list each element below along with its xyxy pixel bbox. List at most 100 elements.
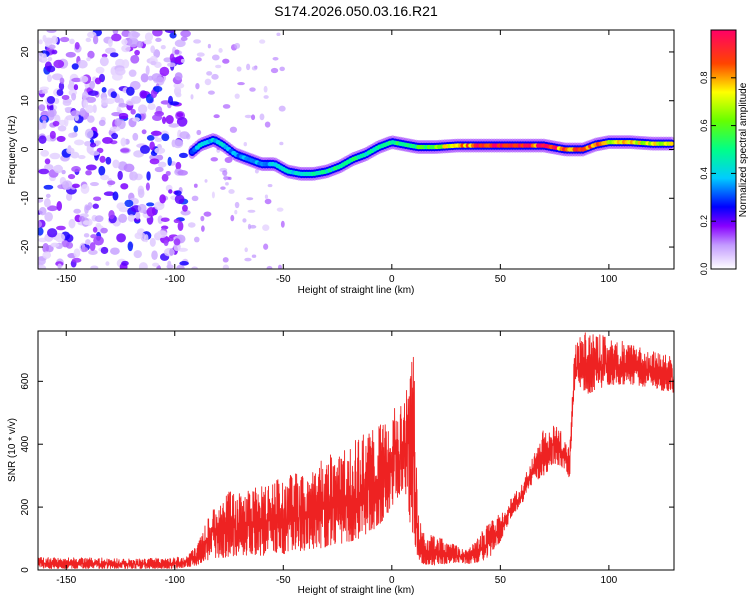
heatmap-noise-blob bbox=[228, 176, 232, 181]
heatmap-noise-blob bbox=[87, 50, 95, 59]
heatmap-noise-blob bbox=[179, 261, 189, 266]
heatmap-noise-blob bbox=[223, 174, 227, 181]
heatmap-xtick-label: 0 bbox=[389, 274, 395, 285]
heatmap-noise-blob bbox=[126, 86, 135, 96]
heatmap-noise-blob bbox=[42, 88, 48, 94]
heatmap-noise-blob bbox=[206, 71, 213, 76]
heatmap-noise-blob bbox=[276, 207, 284, 212]
heatmap-noise-blob bbox=[118, 103, 128, 108]
heatmap-noise-blob bbox=[129, 171, 134, 181]
heatmap-noise-blob bbox=[167, 260, 172, 268]
heatmap-noise-blob bbox=[163, 57, 172, 63]
snr-y-axis-label: SNR (10 * v/v) bbox=[7, 418, 18, 482]
heatmap-noise-blob bbox=[152, 30, 163, 37]
heatmap-noise-blob bbox=[247, 223, 252, 230]
heatmap-noise-blob bbox=[180, 58, 185, 63]
heatmap-noise-blob bbox=[38, 264, 47, 269]
heatmap-noise-blob bbox=[220, 186, 226, 190]
colorbar-label: Normalized spectral amplitude bbox=[738, 82, 749, 217]
heatmap-noise-blob bbox=[254, 168, 259, 174]
heatmap-noise-blob bbox=[152, 114, 163, 122]
heatmap-noise-blob bbox=[133, 250, 142, 259]
heatmap-noise-blob bbox=[160, 44, 166, 50]
heatmap-noise-blob bbox=[83, 233, 90, 238]
heatmap-noise-blob bbox=[138, 262, 148, 269]
heatmap-noise-blob bbox=[153, 49, 161, 58]
heatmap-noise-blob bbox=[196, 52, 205, 57]
heatmap-noise-blob bbox=[111, 33, 122, 42]
heatmap-noise-blob bbox=[120, 148, 130, 153]
heatmap-noise-blob bbox=[105, 156, 112, 165]
heatmap-noise-blob bbox=[222, 257, 229, 263]
heatmap-noise-blob bbox=[234, 42, 241, 49]
heatmap-noise-blob bbox=[120, 183, 129, 190]
heatmap-noise-blob bbox=[103, 191, 115, 197]
heatmap-noise-blob bbox=[95, 66, 105, 74]
heatmap-noise-blob bbox=[87, 90, 99, 96]
heatmap-noise-blob bbox=[204, 179, 208, 183]
heatmap-noise-blob bbox=[85, 239, 91, 245]
snr-xtick-label: -150 bbox=[56, 575, 76, 586]
heatmap-noise-blob bbox=[150, 60, 157, 66]
heatmap-noise-blob bbox=[135, 211, 141, 220]
heatmap-noise-blob bbox=[149, 141, 155, 151]
heatmap-noise-blob bbox=[49, 152, 61, 160]
heatmap-noise-blob bbox=[71, 166, 81, 173]
heatmap-noise-blob bbox=[144, 234, 149, 243]
colorbar-tick-label: 0.6 bbox=[699, 119, 709, 132]
heatmap-noise-blob bbox=[244, 257, 252, 262]
heatmap-noise-blob bbox=[168, 189, 173, 194]
heatmap-noise-blob bbox=[215, 64, 222, 69]
heatmap-noise-blob bbox=[182, 204, 188, 212]
heatmap-noise-blob bbox=[108, 209, 115, 220]
heatmap-noise-blob bbox=[80, 184, 90, 195]
heatmap-noise-blob bbox=[177, 170, 188, 176]
heatmap-noise-blob bbox=[74, 41, 80, 50]
heatmap-noise-blob bbox=[263, 95, 269, 99]
heatmap-noise-blob bbox=[102, 136, 113, 144]
heatmap-noise-blob bbox=[51, 49, 58, 55]
heatmap-noise-blob bbox=[52, 165, 64, 172]
heatmap-noise-blob bbox=[112, 30, 119, 35]
heatmap-noise-blob bbox=[263, 85, 268, 93]
heatmap-noise-blob bbox=[71, 92, 77, 101]
heatmap-noise-blob bbox=[43, 163, 54, 171]
heatmap-noise-blob bbox=[165, 170, 171, 176]
heatmap-noise-blob bbox=[169, 101, 180, 106]
heatmap-noise-blob bbox=[48, 44, 56, 50]
heatmap-noise-blob bbox=[173, 238, 181, 246]
heatmap-noise-blob bbox=[85, 37, 92, 43]
heatmap-ytick-label: -20 bbox=[20, 239, 31, 254]
heatmap-noise-blob bbox=[118, 213, 128, 223]
heatmap-noise-blob bbox=[47, 228, 58, 238]
heatmap-noise-blob bbox=[131, 31, 141, 38]
heatmap-noise-blob bbox=[105, 261, 110, 266]
heatmap-noise-blob bbox=[157, 215, 163, 224]
heatmap-xtick-label: -100 bbox=[165, 274, 185, 285]
heatmap-x-axis-label: Height of straight line (km) bbox=[298, 285, 415, 296]
heatmap-noise-blob bbox=[130, 108, 136, 115]
heatmap-noise-blob bbox=[92, 35, 99, 45]
heatmap-noise-blob bbox=[99, 56, 109, 67]
heatmap-noise-blob bbox=[262, 224, 270, 231]
heatmap-noise-blob bbox=[73, 248, 81, 258]
heatmap-noise-blob bbox=[38, 168, 50, 175]
heatmap-noise-blob bbox=[89, 142, 97, 148]
heatmap-noise-blob bbox=[277, 264, 282, 269]
heatmap-noise-blob bbox=[259, 39, 266, 44]
heatmap-noise-blob bbox=[173, 218, 180, 224]
heatmap-x-ticks: -150 -100 -50 0 50 100 bbox=[56, 30, 618, 285]
heatmap-noise-blob bbox=[145, 65, 150, 76]
snr-ytick-label: 600 bbox=[20, 373, 31, 390]
heatmap-noise-blob bbox=[89, 80, 96, 90]
colorbar-tick-label: 0.4 bbox=[699, 167, 709, 180]
heatmap-noise-blob bbox=[90, 265, 99, 269]
heatmap-noise-blob bbox=[176, 116, 188, 127]
heatmap-noise-blob bbox=[140, 73, 149, 83]
heatmap-noise-blob bbox=[101, 96, 109, 107]
heatmap-noise-blob bbox=[38, 135, 47, 144]
heatmap-noise-blob bbox=[207, 43, 211, 49]
heatmap-noise-blob bbox=[112, 191, 119, 201]
heatmap-noise-blob bbox=[167, 156, 172, 166]
colorbar-tick-label: 0.2 bbox=[699, 215, 709, 228]
